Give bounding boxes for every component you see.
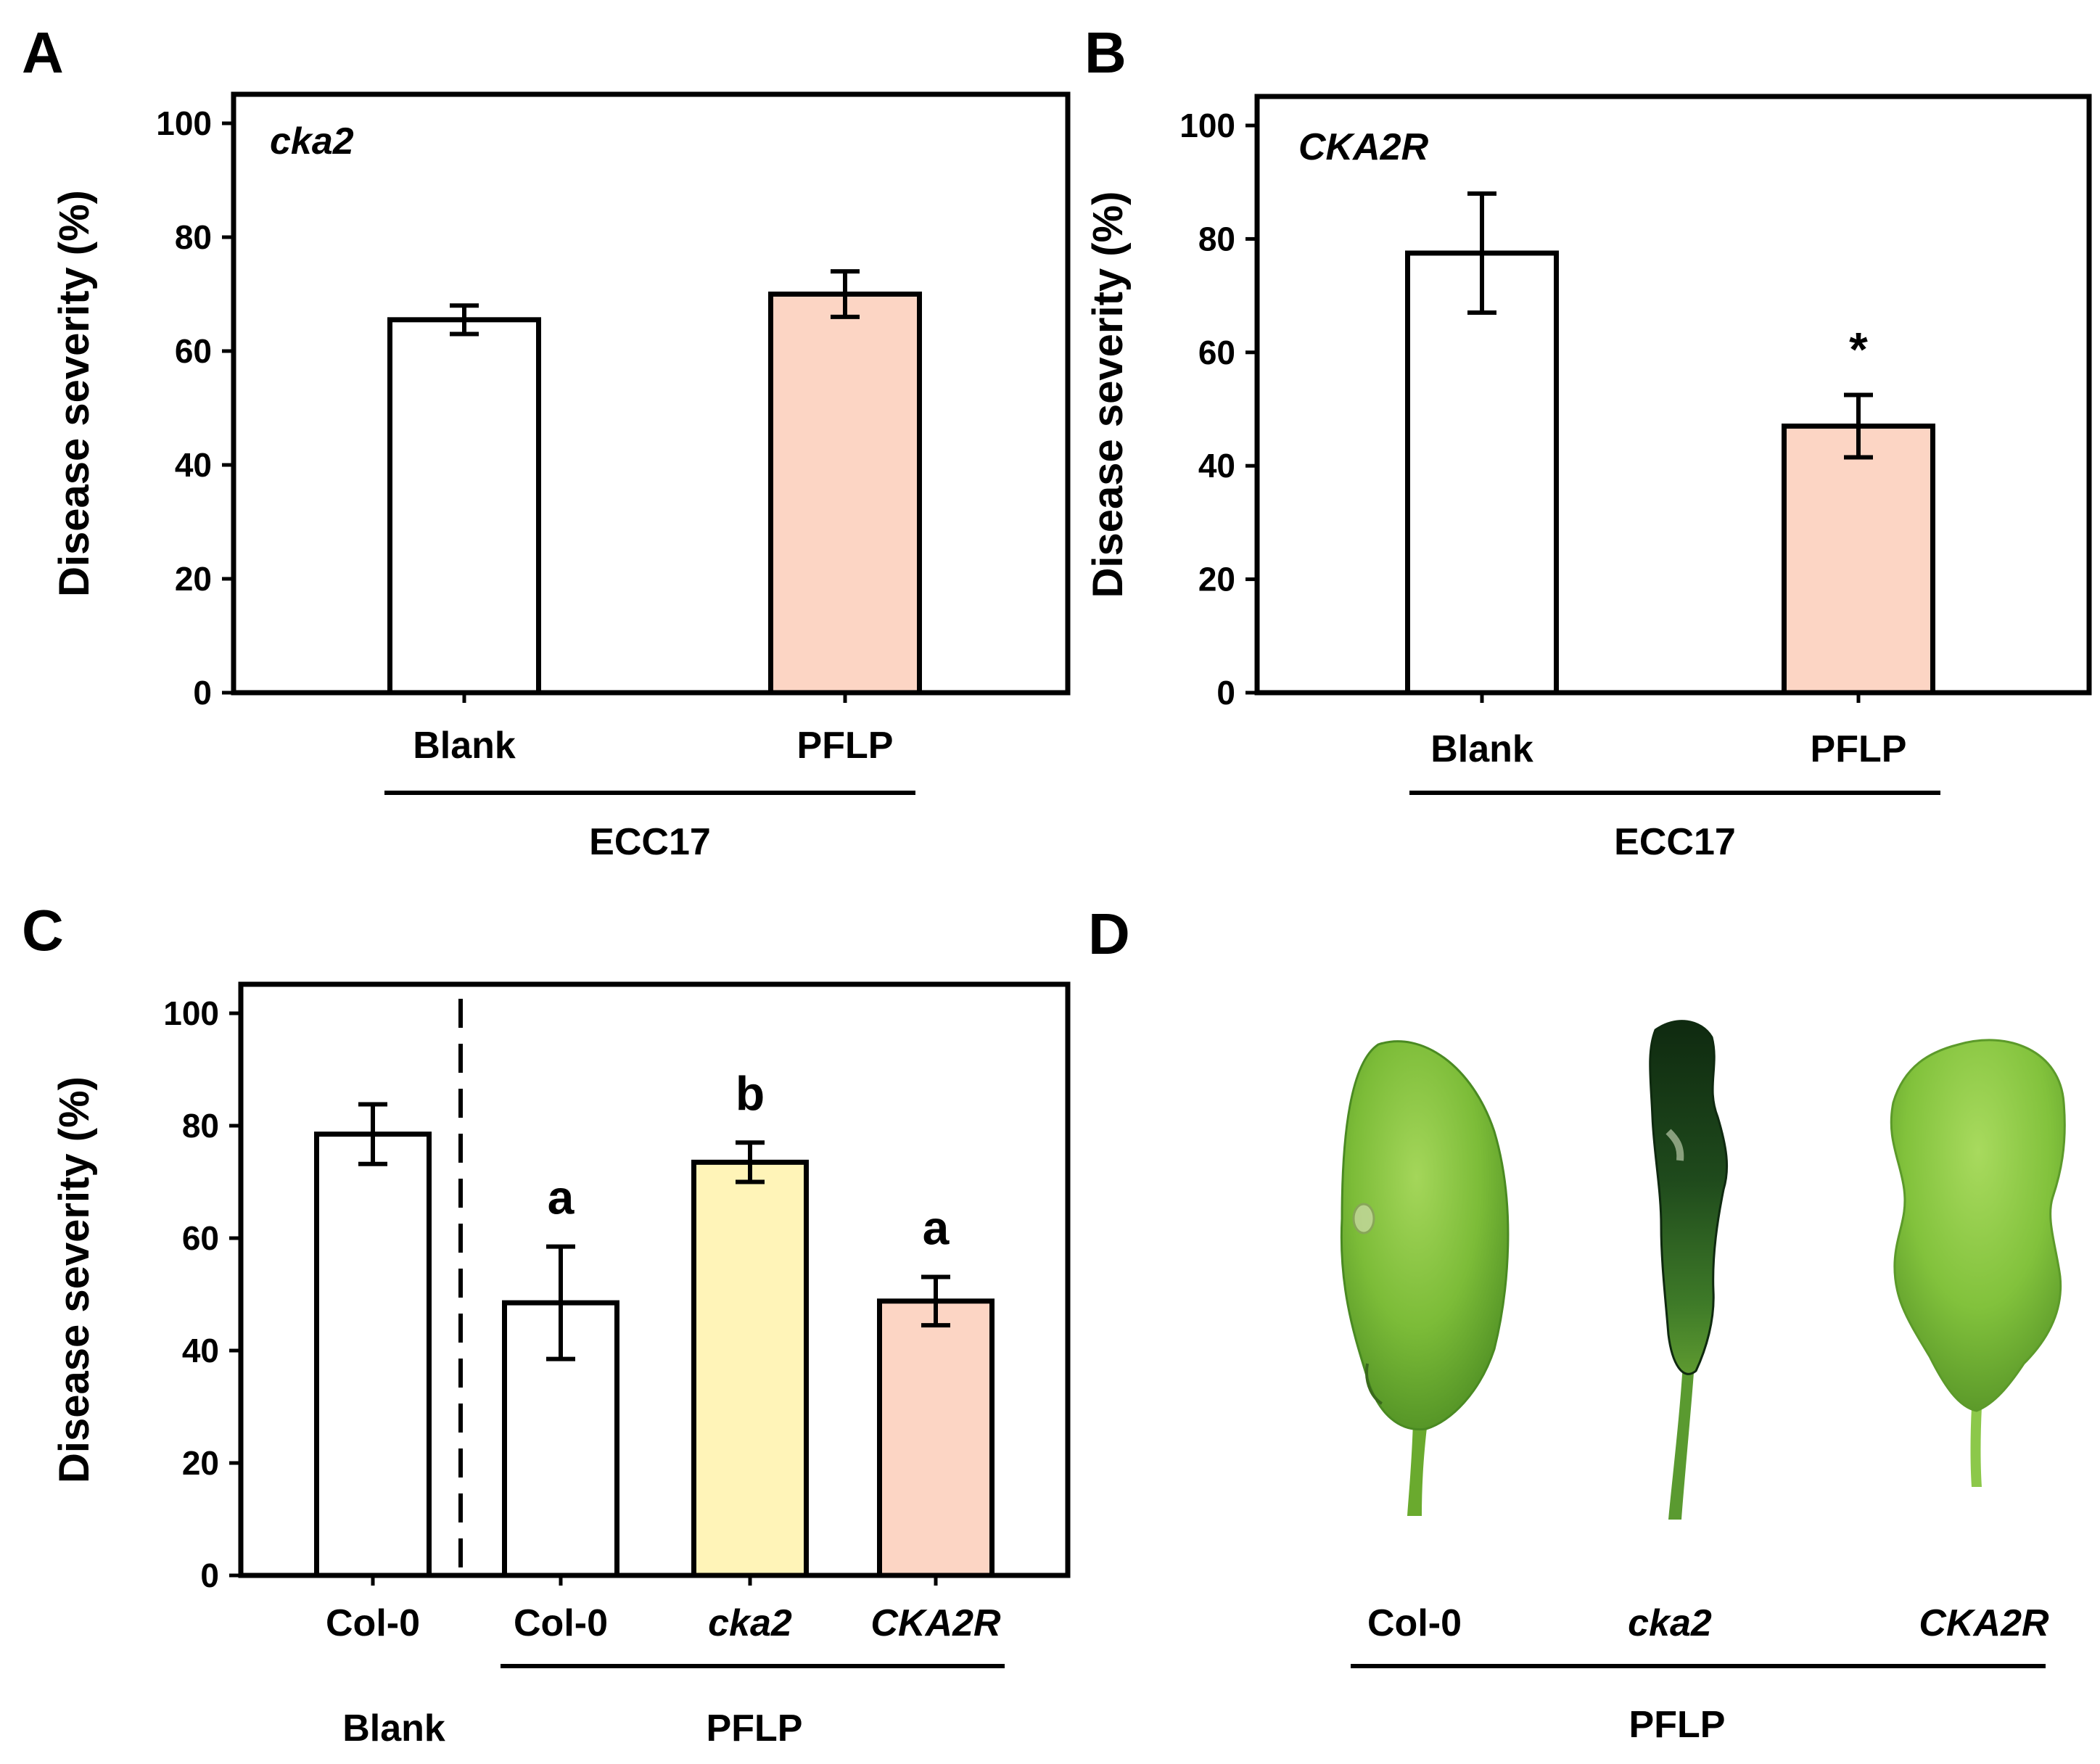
y-tick-label: 80 bbox=[175, 218, 212, 256]
y-tick-label: 80 bbox=[182, 1107, 219, 1145]
chart-title: cka2 bbox=[270, 120, 354, 162]
y-tick-label: 0 bbox=[200, 1557, 219, 1594]
y-tick-label: 100 bbox=[163, 994, 219, 1032]
chart-c: 0 20 40 60 80 100 Disease severity (%) Col-0 a Co… bbox=[51, 981, 1071, 1749]
category-label: PFLP bbox=[797, 725, 894, 767]
significance-label: * bbox=[1849, 322, 1868, 376]
photo-group-label: PFLP bbox=[1629, 1704, 1726, 1746]
photo-label-cka2: cka2 bbox=[1628, 1602, 1712, 1644]
category-label: PFLP bbox=[1811, 728, 1907, 770]
y-axis-label: Disease severity (%) bbox=[51, 1076, 98, 1483]
significance-label: b bbox=[736, 1066, 765, 1120]
chart-title: CKA2R bbox=[1298, 126, 1429, 168]
y-axis-label: Disease severity (%) bbox=[1084, 191, 1132, 598]
category-label: cka2 bbox=[708, 1602, 792, 1644]
plot-frame bbox=[231, 91, 1071, 696]
chart-b: 0 20 40 60 80 100 Disease severity (%) CKA2R Bla… bbox=[1084, 94, 2092, 863]
photo-label-cka2r: CKA2R bbox=[1919, 1602, 2049, 1644]
leaf-photo-panel: Col-0 cka2 CKA2R PFLP bbox=[1340, 1020, 2066, 1746]
panel-letter-a: A bbox=[22, 20, 64, 85]
bar bbox=[1782, 423, 1935, 696]
panel-letter-c: C bbox=[22, 898, 64, 963]
plot-frame bbox=[1254, 94, 2092, 696]
category-label: Col-0 bbox=[514, 1602, 608, 1644]
bar bbox=[387, 317, 541, 696]
photo-label-col-0: Col-0 bbox=[1367, 1602, 1462, 1644]
group-label: ECC17 bbox=[589, 821, 711, 863]
group-label: Blank bbox=[342, 1707, 445, 1749]
y-tick-label: 40 bbox=[182, 1332, 219, 1369]
category-label: Col-0 bbox=[326, 1602, 420, 1644]
significance-label: a bbox=[548, 1171, 575, 1224]
y-tick-label: 80 bbox=[1198, 220, 1235, 257]
bar bbox=[314, 1132, 432, 1578]
leaf-cka2-image bbox=[1649, 1020, 1729, 1520]
group-label: ECC17 bbox=[1614, 821, 1736, 863]
bar bbox=[691, 1159, 809, 1578]
y-tick-label: 60 bbox=[182, 1219, 219, 1257]
y-tick-label: 60 bbox=[175, 332, 212, 370]
plot-frame bbox=[238, 981, 1071, 1578]
significance-label: a bbox=[923, 1200, 950, 1254]
panel-letter-b: B bbox=[1084, 20, 1127, 85]
leaf-col-0-image bbox=[1340, 1040, 1510, 1516]
y-tick-label: 0 bbox=[193, 674, 212, 712]
y-tick-label: 40 bbox=[175, 446, 212, 484]
y-tick-label: 0 bbox=[1216, 674, 1235, 712]
y-tick-label: 20 bbox=[182, 1444, 219, 1482]
y-tick-label: 100 bbox=[1179, 107, 1235, 144]
category-label: Blank bbox=[1430, 728, 1533, 770]
panel-letter-d: D bbox=[1088, 902, 1130, 966]
bar bbox=[768, 292, 922, 696]
leaf-cka2r-image bbox=[1890, 1039, 2066, 1487]
bar bbox=[1405, 250, 1559, 696]
y-tick-label: 40 bbox=[1198, 447, 1235, 485]
category-label: CKA2R bbox=[870, 1602, 1001, 1644]
y-axis-label: Disease severity (%) bbox=[51, 190, 98, 597]
bar bbox=[877, 1298, 995, 1578]
y-tick-label: 100 bbox=[156, 104, 212, 142]
group-label: PFLP bbox=[707, 1707, 803, 1749]
y-tick-label: 20 bbox=[175, 560, 212, 598]
chart-a: 0 20 40 60 80 100 Disease severity (%) cka2 Blan… bbox=[51, 91, 1071, 863]
category-label: Blank bbox=[413, 725, 516, 767]
y-tick-label: 60 bbox=[1198, 334, 1235, 371]
y-tick-label: 20 bbox=[1198, 561, 1235, 598]
